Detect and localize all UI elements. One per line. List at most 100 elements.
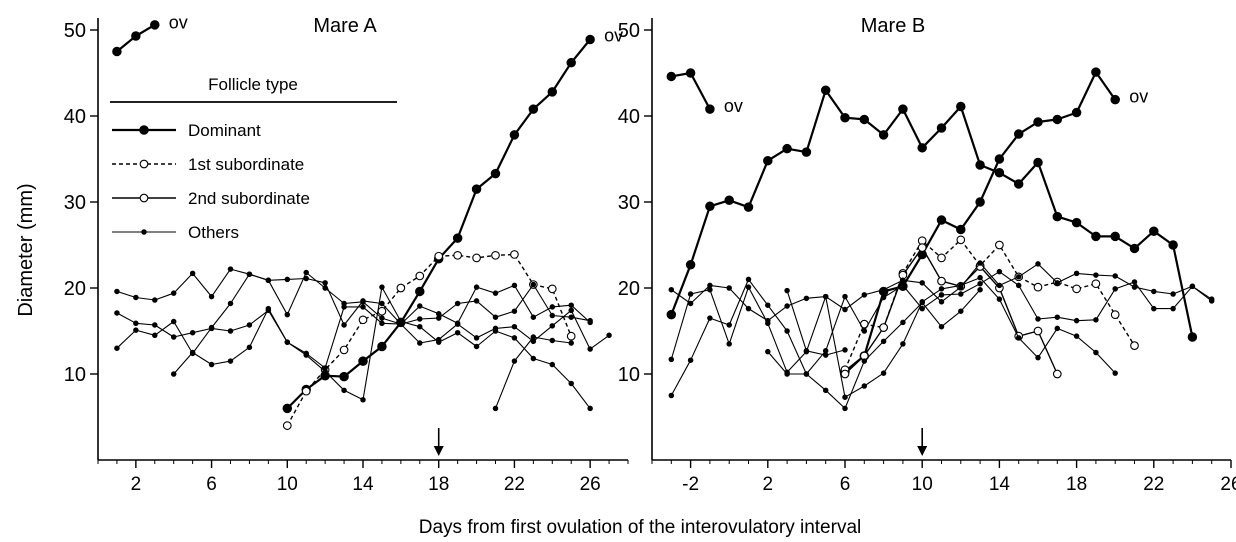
- data-point: [547, 87, 558, 97]
- data-point: [568, 380, 574, 387]
- data-point: [784, 287, 790, 294]
- legend-entry: Others: [112, 223, 239, 242]
- data-point: [509, 130, 520, 140]
- data-point: [763, 155, 773, 166]
- legend-entry: Dominant: [112, 121, 261, 140]
- data-point: [956, 235, 966, 245]
- data-point: [996, 268, 1003, 275]
- data-point: [284, 339, 291, 345]
- x-tick-label: 6: [206, 474, 217, 495]
- data-point: [958, 291, 964, 297]
- legend-label: 2nd subordinate: [188, 189, 310, 208]
- data-point: [417, 340, 423, 346]
- data-point: [745, 305, 752, 312]
- data-point: [937, 276, 946, 286]
- data-point: [996, 282, 1003, 289]
- data-point: [861, 383, 868, 389]
- x-tick-label: 14: [989, 474, 1011, 495]
- data-point: [549, 361, 556, 368]
- data-point: [1131, 279, 1138, 285]
- x-tick-label: 2: [763, 474, 774, 495]
- data-point: [282, 421, 292, 430]
- data-point: [360, 299, 366, 305]
- data-point: [473, 284, 480, 290]
- data-point: [724, 195, 734, 206]
- data-point: [379, 300, 385, 307]
- data-point: [568, 314, 574, 320]
- data-point: [170, 318, 177, 325]
- data-point: [1073, 270, 1080, 277]
- data-point: [900, 277, 906, 284]
- x-tick-label: 26: [580, 474, 601, 495]
- data-point: [473, 343, 480, 350]
- data-point: [938, 299, 945, 305]
- data-point: [379, 320, 385, 327]
- data-point: [917, 243, 927, 252]
- x-tick-label: 18: [1066, 474, 1087, 495]
- data-point: [803, 348, 810, 354]
- data-point: [170, 334, 177, 340]
- data-point: [170, 290, 177, 296]
- data-point: [246, 344, 253, 351]
- data-point: [1035, 316, 1041, 322]
- data-point: [1073, 317, 1080, 324]
- data-point: [977, 274, 983, 281]
- x-tick-label: -2: [682, 474, 699, 495]
- x-tick-label: 6: [840, 474, 851, 495]
- data-point: [879, 323, 888, 332]
- data-point: [956, 224, 966, 235]
- data-point: [1091, 231, 1101, 242]
- data-point: [585, 34, 595, 45]
- data-point: [861, 328, 868, 334]
- data-point: [322, 285, 328, 291]
- data-point: [666, 309, 677, 320]
- data-point: [568, 302, 574, 308]
- data-point: [528, 104, 539, 114]
- data-point: [1033, 157, 1043, 168]
- data-point: [668, 356, 675, 363]
- legend-entry: 1st subordinate: [112, 155, 304, 174]
- data-point: [900, 282, 906, 289]
- y-tick-label: 50: [618, 20, 640, 42]
- data-point: [1013, 179, 1024, 189]
- x-tick-label: 10: [277, 474, 298, 495]
- data-point: [377, 306, 387, 316]
- data-point: [1054, 280, 1061, 286]
- data-point: [995, 240, 1004, 250]
- data-point: [666, 71, 677, 82]
- data-point: [568, 307, 574, 314]
- data-point: [668, 286, 675, 293]
- series-sub1: [282, 250, 576, 430]
- data-point: [208, 324, 215, 331]
- data-point: [415, 271, 425, 281]
- data-point: [133, 294, 139, 301]
- data-point: [189, 329, 196, 336]
- data-point: [685, 260, 696, 270]
- data-point: [454, 320, 461, 327]
- data-point: [977, 260, 983, 266]
- series-other: [668, 260, 1215, 324]
- data-point: [726, 341, 732, 347]
- y-tick-label: 10: [618, 364, 640, 386]
- data-point: [1112, 370, 1118, 376]
- data-point: [358, 356, 368, 366]
- data-point: [492, 328, 499, 334]
- ov-label: ov: [169, 13, 188, 33]
- data-point: [917, 143, 927, 153]
- x-tick-label: 22: [1143, 474, 1164, 495]
- data-point: [705, 104, 715, 114]
- data-point: [1013, 129, 1024, 139]
- data-point: [784, 303, 790, 309]
- data-point: [133, 327, 139, 333]
- series-other: [114, 269, 593, 357]
- series-line: [670, 262, 1213, 322]
- legend-label: Others: [188, 223, 239, 242]
- legend-swatch-marker: [139, 193, 149, 203]
- series-line: [116, 271, 591, 354]
- data-point: [937, 253, 946, 263]
- data-point: [511, 308, 518, 314]
- data-point: [705, 201, 715, 212]
- data-point: [511, 335, 518, 341]
- data-point: [170, 371, 177, 377]
